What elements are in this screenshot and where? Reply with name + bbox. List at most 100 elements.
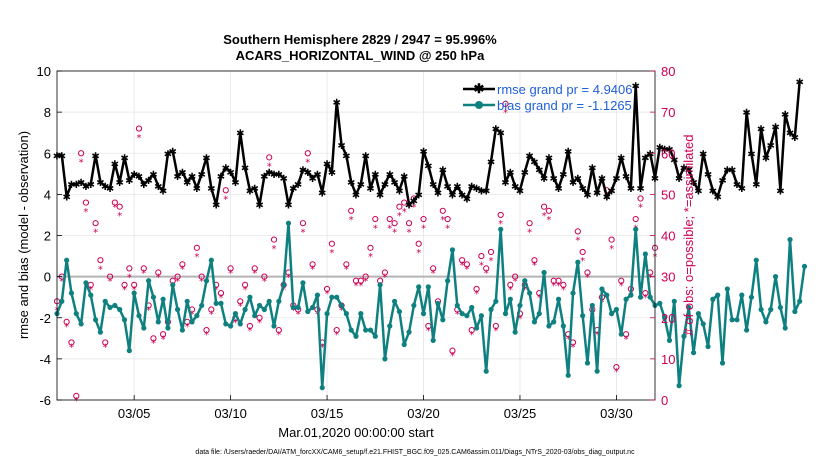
obs-assimilated-point: * [358, 281, 363, 292]
bias-point [107, 304, 113, 311]
obs-possible-point [159, 331, 167, 338]
bias-point [372, 333, 378, 339]
bias-point [213, 300, 219, 306]
bias-point [464, 313, 470, 319]
legend-bias-label: bias grand pr = -1.1265 [497, 98, 632, 113]
obs-possible-point [82, 199, 90, 206]
obs-possible-point [97, 257, 104, 264]
bias-point [724, 286, 730, 292]
rmse-point: ✱ [482, 186, 490, 197]
obs-possible-point [237, 298, 244, 305]
obs-assimilated-point: * [363, 277, 368, 288]
rmse-point: ✱ [477, 186, 485, 197]
bias-point [768, 306, 774, 313]
rmse-point: ✱ [115, 178, 123, 189]
rmse-point: ✱ [694, 186, 702, 197]
obs-assimilated-point: * [214, 285, 219, 296]
bias-point [363, 327, 369, 333]
rmse-point: ✱ [723, 166, 731, 177]
rmse-point: ✱ [58, 151, 66, 162]
obs-possible-point [449, 347, 456, 354]
obs-assimilated-point: * [522, 285, 527, 296]
bias-point [338, 302, 345, 309]
bias-point [136, 313, 142, 319]
obs-assimilated-point: * [431, 269, 436, 280]
bias-point [502, 311, 509, 317]
obs-assimilated-point: * [257, 318, 262, 329]
bias-point [633, 226, 639, 232]
obs-possible-point [608, 236, 615, 243]
bias-point [565, 372, 571, 378]
y-tick-label-left: -2 [39, 311, 51, 326]
rmse-point: ✱ [781, 110, 789, 121]
obs-assimilated-point: * [382, 273, 387, 284]
bias-point [68, 290, 75, 296]
obs-assimilated-point: * [286, 273, 291, 284]
rmse-point: ✱ [251, 184, 259, 195]
rmse-point: ✱ [299, 166, 307, 177]
bias-point [401, 341, 407, 348]
bias-point [285, 220, 292, 226]
bias-point [165, 325, 171, 331]
obs-assimilated-point: * [513, 277, 518, 288]
rmse-point: ✱ [496, 129, 504, 140]
obs-possible-point [179, 261, 186, 268]
obs-assimilated-point: * [59, 277, 64, 288]
rmse-point: ✱ [728, 166, 736, 177]
obs-assimilated-point: * [537, 293, 542, 304]
obs-possible-point [458, 257, 466, 264]
obs-possible-point [381, 269, 389, 276]
rmse-point: ✱ [202, 153, 210, 164]
y-tick-label-left: 10 [37, 64, 51, 79]
rmse-point: ✱ [554, 184, 562, 195]
rmse-point: ✱ [140, 180, 148, 191]
bias-point [715, 292, 721, 298]
bias-point [150, 294, 157, 300]
obs-possible-point [87, 281, 94, 288]
bias-point [580, 313, 586, 319]
rmse-point: ✱ [607, 186, 615, 197]
obs-possible-point [92, 220, 99, 227]
obs-possible-point [642, 289, 649, 297]
obs-possible-point [198, 273, 205, 280]
obs-assimilated-point: * [136, 133, 141, 144]
obs-assimilated-point: * [281, 285, 286, 296]
obs-possible-point [111, 199, 118, 206]
axes: -6 -4 -2 0 2 4 6 8 10 0 10 20 30 40 50 60 70 80 03/05 03/10… [37, 64, 676, 421]
obs-assimilated-point: * [489, 256, 494, 267]
rmse-point: ✱ [226, 168, 234, 179]
obs-assimilated-point: * [643, 293, 648, 304]
rmse-point: ✱ [636, 184, 644, 195]
obs-assimilated-point: * [267, 162, 272, 173]
rmse-point: ✱ [361, 151, 369, 162]
bias-point [382, 356, 388, 362]
legend-rmse-label: rmse grand pr = 4.9406 [497, 82, 633, 97]
legend-bias-marker [475, 101, 483, 109]
bias-point [531, 319, 538, 325]
obs-assimilated-point: * [185, 322, 190, 333]
rmse-point: ✱ [294, 180, 302, 191]
rmse-point: ✱ [120, 153, 128, 164]
x-tick-label: 03/15 [311, 406, 344, 421]
bias-point [281, 282, 287, 288]
obs-possible-point [405, 220, 413, 227]
bias-point [411, 302, 417, 309]
rmse-point: ✱ [279, 174, 287, 185]
y-tick-label-left: -6 [39, 393, 51, 408]
obs-assimilated-point: * [93, 227, 98, 238]
obs-assimilated-point: * [469, 330, 474, 341]
rmse-line [57, 81, 801, 206]
bias-point [435, 300, 441, 306]
y-tick-label-right: 20 [661, 311, 675, 326]
obs-assimilated-point: * [310, 264, 315, 275]
obs-possible-point [140, 265, 147, 272]
bias-point [483, 368, 489, 374]
rmse-point: ✱ [448, 190, 456, 201]
obs-possible-point [338, 302, 345, 309]
y-tick-label-right: 60 [661, 146, 675, 161]
obs-assimilated-point: * [228, 269, 233, 280]
obs-assimilated-point: * [83, 207, 88, 218]
obs-possible-point [512, 273, 519, 280]
obs-possible-point [323, 285, 331, 293]
obs-assimilated-point: * [252, 269, 257, 280]
